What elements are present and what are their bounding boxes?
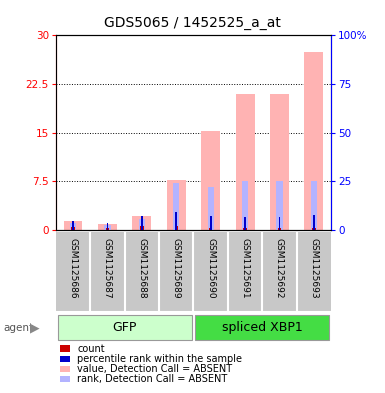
Bar — [176, 212, 177, 230]
Bar — [276, 181, 283, 230]
Bar — [64, 222, 82, 230]
Bar — [243, 228, 247, 230]
Bar — [98, 224, 117, 230]
Text: rank, Detection Call = ABSENT: rank, Detection Call = ABSENT — [77, 374, 227, 384]
Bar — [173, 183, 179, 230]
Bar — [311, 181, 317, 230]
Bar — [201, 131, 220, 230]
Text: spliced XBP1: spliced XBP1 — [222, 321, 303, 334]
FancyBboxPatch shape — [195, 315, 330, 340]
Text: agent: agent — [3, 323, 33, 333]
Text: ▶: ▶ — [30, 321, 39, 335]
Bar — [242, 181, 248, 230]
Text: GFP: GFP — [112, 321, 137, 334]
Text: percentile rank within the sample: percentile rank within the sample — [77, 354, 242, 364]
Bar — [244, 217, 246, 230]
Bar — [141, 216, 143, 230]
Bar — [140, 226, 144, 230]
Text: GSM1125693: GSM1125693 — [310, 238, 318, 298]
Bar — [174, 226, 178, 230]
Bar — [270, 94, 289, 230]
Bar — [312, 228, 316, 230]
Text: GSM1125686: GSM1125686 — [69, 238, 77, 298]
Bar — [279, 217, 280, 230]
Text: GDS5065 / 1452525_a_at: GDS5065 / 1452525_a_at — [104, 16, 281, 30]
Bar — [208, 187, 214, 230]
Text: GSM1125692: GSM1125692 — [275, 238, 284, 298]
Bar — [104, 225, 110, 230]
Bar — [210, 216, 211, 230]
Bar — [72, 221, 74, 230]
Text: value, Detection Call = ABSENT: value, Detection Call = ABSENT — [77, 364, 232, 374]
Bar — [107, 223, 108, 230]
Bar — [132, 216, 151, 230]
Bar — [236, 94, 254, 230]
Bar — [167, 180, 186, 230]
Text: GSM1125687: GSM1125687 — [103, 238, 112, 298]
Bar — [71, 227, 75, 230]
Text: GSM1125688: GSM1125688 — [137, 238, 146, 298]
Bar — [139, 219, 145, 230]
Bar — [209, 228, 213, 230]
Text: GSM1125689: GSM1125689 — [172, 238, 181, 298]
Bar — [313, 215, 315, 230]
Bar — [305, 51, 323, 230]
Text: GSM1125690: GSM1125690 — [206, 238, 215, 298]
Text: GSM1125691: GSM1125691 — [241, 238, 249, 298]
FancyBboxPatch shape — [57, 315, 192, 340]
Bar — [278, 228, 281, 230]
Bar — [106, 228, 109, 230]
Bar — [70, 223, 76, 230]
Text: count: count — [77, 343, 105, 354]
